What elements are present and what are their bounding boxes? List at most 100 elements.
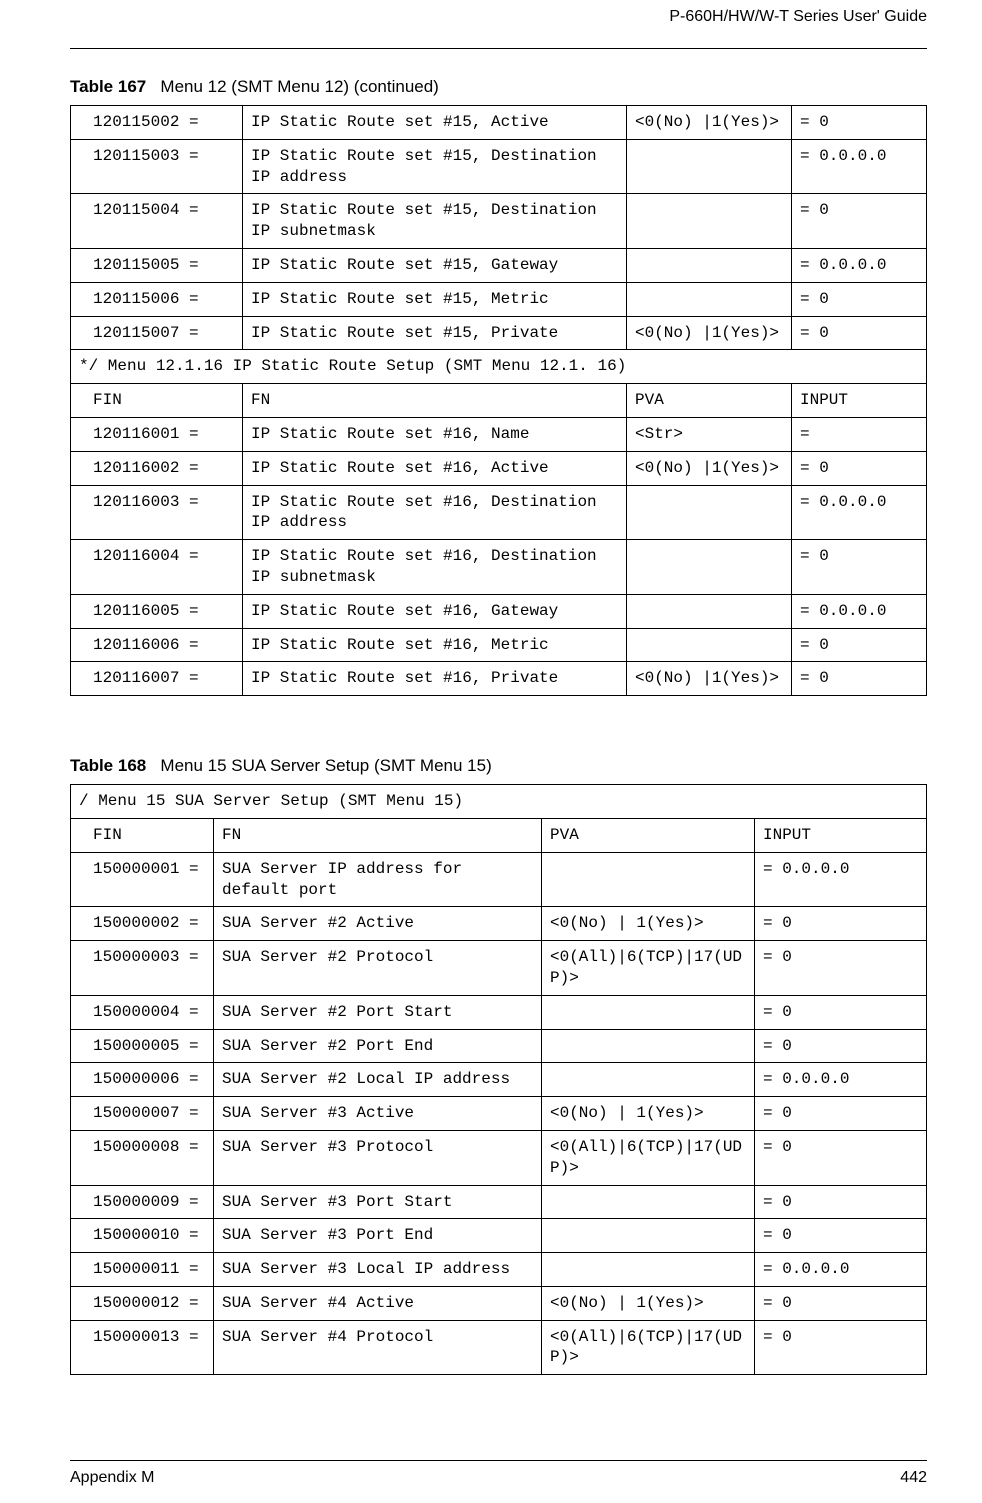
table-cell: = 0	[755, 1320, 927, 1375]
table-cell: 120115002 =	[71, 106, 243, 140]
table-cell: 150000012 =	[71, 1286, 214, 1320]
table-row: 150000001 =SUA Server IP address for def…	[71, 852, 927, 907]
table-cell: = 0	[755, 1097, 927, 1131]
page-footer: Appendix M 442	[70, 1469, 927, 1487]
table-row: 120116004 =IP Static Route set #16, Dest…	[71, 540, 927, 595]
table-row: 150000004 =SUA Server #2 Port Start= 0	[71, 995, 927, 1029]
table-cell	[542, 1185, 755, 1219]
table-cell: 150000013 =	[71, 1320, 214, 1375]
table167-caption-label: Table 167	[70, 77, 146, 96]
table-cell: IP Static Route set #16, Name	[243, 417, 627, 451]
table-row: 120116001 =IP Static Route set #16, Name…	[71, 417, 927, 451]
table-header-cell: INPUT	[792, 384, 927, 418]
header-guide-title: P-660H/HW/W-T Series User' Guide	[669, 8, 927, 26]
table-header-cell: FIN	[71, 818, 214, 852]
table167: 120115002 =IP Static Route set #15, Acti…	[70, 105, 927, 696]
table-cell: SUA Server #2 Port Start	[214, 995, 542, 1029]
table-cell: 120115004 =	[71, 194, 243, 249]
table-cell: 120116003 =	[71, 485, 243, 540]
table-row: 120115006 =IP Static Route set #15, Metr…	[71, 282, 927, 316]
table-cell: SUA Server #4 Protocol	[214, 1320, 542, 1375]
table-cell: <0(All)|6(TCP)|17(UDP)>	[542, 1320, 755, 1375]
table-cell: 150000001 =	[71, 852, 214, 907]
table-cell	[542, 1253, 755, 1287]
table-header-cell: FN	[243, 384, 627, 418]
table-cell: 150000005 =	[71, 1029, 214, 1063]
table168: / Menu 15 SUA Server Setup (SMT Menu 15)…	[70, 784, 927, 1375]
table-cell	[542, 995, 755, 1029]
table-row: 120115007 =IP Static Route set #15, Priv…	[71, 316, 927, 350]
table-cell: 120116007 =	[71, 662, 243, 696]
table-cell: 150000011 =	[71, 1253, 214, 1287]
table-cell-full: / Menu 15 SUA Server Setup (SMT Menu 15)	[71, 785, 927, 819]
table167-caption-text: Menu 12 (SMT Menu 12) (continued)	[160, 77, 438, 96]
table-cell: = 0	[755, 1185, 927, 1219]
table-cell	[627, 594, 792, 628]
table-cell: 150000009 =	[71, 1185, 214, 1219]
table-row: 120115005 =IP Static Route set #15, Gate…	[71, 248, 927, 282]
table-cell: = 0	[792, 282, 927, 316]
page: P-660H/HW/W-T Series User' Guide Table 1…	[0, 0, 982, 1503]
table-cell: = 0	[792, 628, 927, 662]
table-cell: = 0.0.0.0	[755, 1063, 927, 1097]
table-cell	[542, 852, 755, 907]
table-row: 120115003 =IP Static Route set #15, Dest…	[71, 139, 927, 194]
table-header-cell: PVA	[627, 384, 792, 418]
table-cell: = 0	[792, 451, 927, 485]
table-cell	[627, 282, 792, 316]
table-cell: SUA Server #2 Protocol	[214, 941, 542, 996]
table-cell: <0(No) |1(Yes)>	[627, 316, 792, 350]
table-cell: 150000004 =	[71, 995, 214, 1029]
table-row: 150000009 =SUA Server #3 Port Start = 0	[71, 1185, 927, 1219]
table-cell: <0(No) |1(Yes)>	[627, 451, 792, 485]
table-cell: = 0	[755, 907, 927, 941]
table-cell: IP Static Route set #15, Destination IP …	[243, 139, 627, 194]
table-row: 150000007 =SUA Server #3 Active<0(No) | …	[71, 1097, 927, 1131]
table-cell: 150000008 =	[71, 1130, 214, 1185]
table-cell: IP Static Route set #15, Gateway	[243, 248, 627, 282]
table-row: 150000005 =SUA Server #2 Port End= 0	[71, 1029, 927, 1063]
table-cell: 120116001 =	[71, 417, 243, 451]
table-cell: = 0.0.0.0	[792, 248, 927, 282]
table-cell	[627, 194, 792, 249]
table-cell: 150000002 =	[71, 907, 214, 941]
table-cell: = 0	[755, 1029, 927, 1063]
table-row: 120116006 =IP Static Route set #16, Metr…	[71, 628, 927, 662]
table-row: 150000011 =SUA Server #3 Local IP addres…	[71, 1253, 927, 1287]
table-row: 150000013 =SUA Server #4 Protocol<0(All)…	[71, 1320, 927, 1375]
table-cell: 120116002 =	[71, 451, 243, 485]
table-row: FINFNPVAINPUT	[71, 384, 927, 418]
table-cell	[542, 1063, 755, 1097]
table-cell: <0(No) | 1(Yes)>	[542, 907, 755, 941]
table-cell: 150000010 =	[71, 1219, 214, 1253]
table-row: 150000008 =SUA Server #3 Protocol<0(All)…	[71, 1130, 927, 1185]
table-cell: 120115006 =	[71, 282, 243, 316]
table-cell: IP Static Route set #15, Active	[243, 106, 627, 140]
table-cell: SUA Server #3 Port End	[214, 1219, 542, 1253]
table-cell: SUA Server #3 Port Start	[214, 1185, 542, 1219]
table-cell: SUA Server #2 Local IP address	[214, 1063, 542, 1097]
table-cell: IP Static Route set #16, Destination IP …	[243, 485, 627, 540]
table-cell: <0(No) |1(Yes)>	[627, 662, 792, 696]
table-cell: SUA Server IP address for default port	[214, 852, 542, 907]
table-cell: = 0.0.0.0	[792, 594, 927, 628]
table-row: 150000010 =SUA Server #3 Port End= 0	[71, 1219, 927, 1253]
table-cell: IP Static Route set #16, Private	[243, 662, 627, 696]
table168-caption-text: Menu 15 SUA Server Setup (SMT Menu 15)	[160, 756, 491, 775]
table-cell: 120115007 =	[71, 316, 243, 350]
footer-left: Appendix M	[70, 1469, 155, 1487]
table-cell	[542, 1029, 755, 1063]
table-cell: SUA Server #3 Local IP address	[214, 1253, 542, 1287]
table-cell	[627, 248, 792, 282]
table-cell: <0(No) | 1(Yes)>	[542, 1097, 755, 1131]
table-cell: IP Static Route set #16, Active	[243, 451, 627, 485]
table-cell: = 0.0.0.0	[755, 852, 927, 907]
table-cell: 150000007 =	[71, 1097, 214, 1131]
table-cell: SUA Server #3 Protocol	[214, 1130, 542, 1185]
table-header-cell: PVA	[542, 818, 755, 852]
table168-caption: Table 168 Menu 15 SUA Server Setup (SMT …	[70, 756, 927, 776]
table-cell	[627, 139, 792, 194]
table-cell	[627, 628, 792, 662]
table-cell: = 0	[755, 1286, 927, 1320]
header-rule	[70, 48, 927, 49]
